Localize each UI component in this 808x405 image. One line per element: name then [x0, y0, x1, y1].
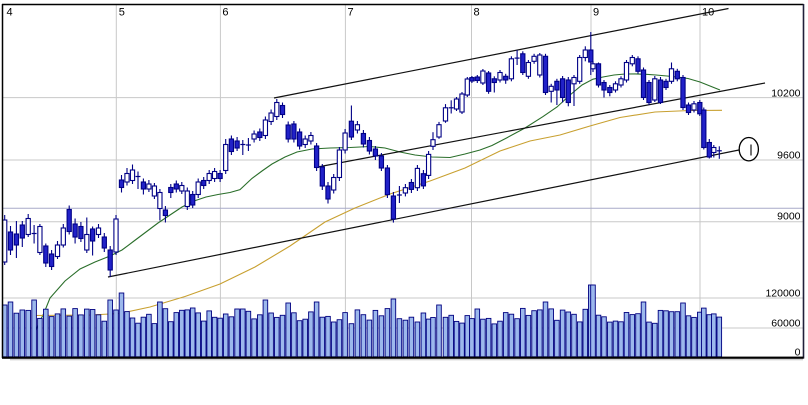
svg-text:9: 9	[593, 7, 599, 19]
svg-text:4: 4	[7, 7, 13, 19]
svg-text:5: 5	[119, 7, 125, 19]
svg-text:9000: 9000	[777, 211, 801, 223]
svg-text:9600: 9600	[777, 149, 801, 161]
svg-text:60000: 60000	[771, 317, 800, 329]
svg-text:0: 0	[795, 346, 801, 358]
svg-text:10200: 10200	[771, 87, 800, 99]
svg-text:7: 7	[348, 7, 354, 19]
svg-text:10: 10	[702, 7, 714, 19]
svg-text:6: 6	[222, 7, 228, 19]
svg-text:8: 8	[474, 7, 480, 19]
svg-text:120000: 120000	[765, 288, 800, 300]
